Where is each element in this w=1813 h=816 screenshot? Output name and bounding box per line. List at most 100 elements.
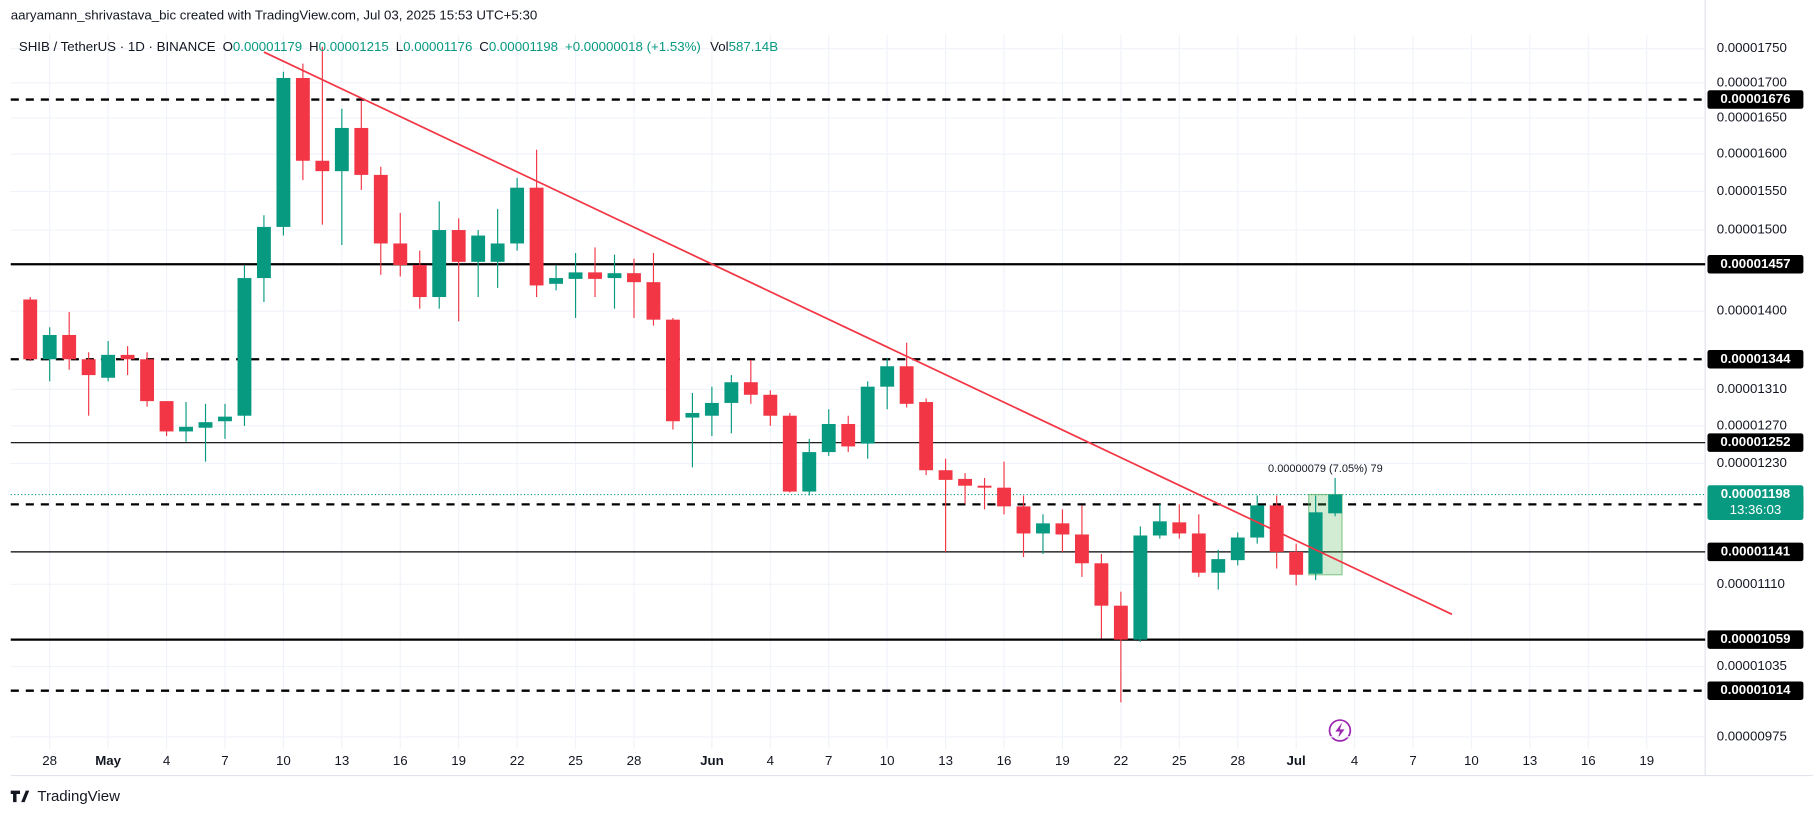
candle	[373, 166, 388, 275]
level-label-box	[1707, 90, 1804, 109]
x-tick-label: 10	[880, 753, 895, 768]
candle-body	[120, 354, 135, 360]
candle-body	[1113, 605, 1128, 640]
legend-key: O	[223, 39, 233, 54]
candle-body	[198, 422, 213, 428]
candle	[295, 63, 310, 181]
candle	[471, 230, 486, 298]
candle-body	[977, 485, 992, 488]
candle	[627, 258, 641, 318]
candle	[704, 386, 719, 437]
candle-body	[646, 282, 661, 320]
candle-body	[588, 272, 602, 279]
candle-body	[159, 401, 174, 432]
candle-body	[1016, 506, 1031, 534]
x-tick-label: 7	[825, 753, 832, 768]
candle	[1152, 504, 1167, 539]
candle-body	[101, 354, 116, 378]
candle	[237, 265, 252, 426]
legend-symbol: SHIB / TetherUS · 1D · BINANCE	[19, 39, 216, 54]
measure-label: 0.00000079 (7.05%) 79	[1268, 463, 1383, 475]
candle	[315, 46, 330, 225]
candle	[977, 477, 992, 510]
lightning-icon[interactable]	[1328, 719, 1352, 742]
candle	[1133, 526, 1148, 642]
candle	[821, 409, 836, 456]
level-label: 0.00001141	[1721, 543, 1791, 558]
y-tick-label: 0.00001750	[1717, 40, 1787, 55]
candle	[880, 358, 895, 410]
icon-circle[interactable]	[1328, 719, 1352, 742]
legend-value: 0.00001198	[489, 39, 558, 54]
candle-body	[704, 402, 719, 416]
y-tick-label: 0.00001310	[1717, 381, 1787, 396]
level-label-box	[1707, 630, 1804, 649]
candle-body	[62, 334, 77, 360]
legend-value: 0.00001179	[233, 39, 302, 54]
candle	[568, 253, 583, 318]
candle-body	[257, 226, 271, 279]
candle	[101, 341, 116, 382]
candle-body	[568, 272, 583, 279]
candle-body	[1191, 533, 1206, 573]
candle-body	[665, 319, 680, 422]
candle	[1172, 504, 1187, 539]
candle	[646, 253, 661, 326]
logo: TradingView	[10, 788, 120, 805]
candle-body	[1289, 551, 1304, 575]
level-label: 0.00001344	[1720, 351, 1791, 366]
candle	[393, 212, 408, 277]
candle	[120, 346, 135, 376]
candle-body	[1094, 563, 1109, 606]
x-tick-label: 16	[997, 753, 1012, 768]
x-tick-label: 4	[1351, 753, 1358, 768]
candle	[529, 149, 544, 298]
candle-body	[1055, 523, 1070, 535]
x-tick-label: May	[95, 753, 121, 768]
y-tick-label: 0.00001230	[1717, 455, 1787, 470]
candle-body	[276, 77, 291, 227]
x-tick-label: 25	[568, 753, 583, 768]
candle-body	[821, 424, 836, 453]
candle-body	[42, 334, 57, 360]
candle-body	[997, 487, 1011, 507]
candle-body	[1230, 537, 1245, 561]
y-tick-label: 0.00001035	[1717, 658, 1787, 673]
candle	[42, 327, 57, 382]
candle-body	[1133, 535, 1148, 640]
level-label-box	[1707, 255, 1804, 274]
x-tick-label: 28	[627, 753, 642, 768]
x-tick-label: 19	[1055, 753, 1070, 768]
candle	[140, 352, 155, 407]
candle	[802, 438, 817, 496]
candle	[938, 458, 953, 552]
candle	[62, 312, 77, 370]
candle-body	[1036, 523, 1050, 534]
candle	[549, 265, 564, 291]
icon-bolt[interactable]	[1335, 722, 1345, 739]
level-label-box	[1707, 349, 1804, 369]
last-price-box	[1707, 485, 1804, 520]
candle-body	[315, 160, 330, 172]
level-label: 0.00001059	[1720, 631, 1790, 646]
candle	[919, 398, 934, 476]
y-tick-label: 0.00001700	[1717, 74, 1787, 89]
candle	[665, 317, 680, 430]
candle-body	[938, 470, 953, 480]
candle	[276, 71, 291, 236]
candle-body	[724, 382, 739, 403]
candle	[1036, 514, 1050, 554]
candle	[958, 473, 973, 504]
candle	[1055, 509, 1070, 552]
x-tick-label: 10	[1464, 753, 1479, 768]
candle-body	[627, 273, 641, 283]
candle-body	[373, 174, 388, 244]
legend-value: 0.00001215	[319, 39, 389, 54]
candle-body	[1211, 559, 1226, 573]
candle	[510, 177, 525, 251]
last-price-label: 0.00001198	[1721, 486, 1790, 501]
x-tick-label: 10	[276, 753, 291, 768]
x-tick-label: Jul	[1287, 753, 1306, 768]
candle	[334, 108, 349, 246]
x-tick-label: 25	[1172, 753, 1187, 768]
